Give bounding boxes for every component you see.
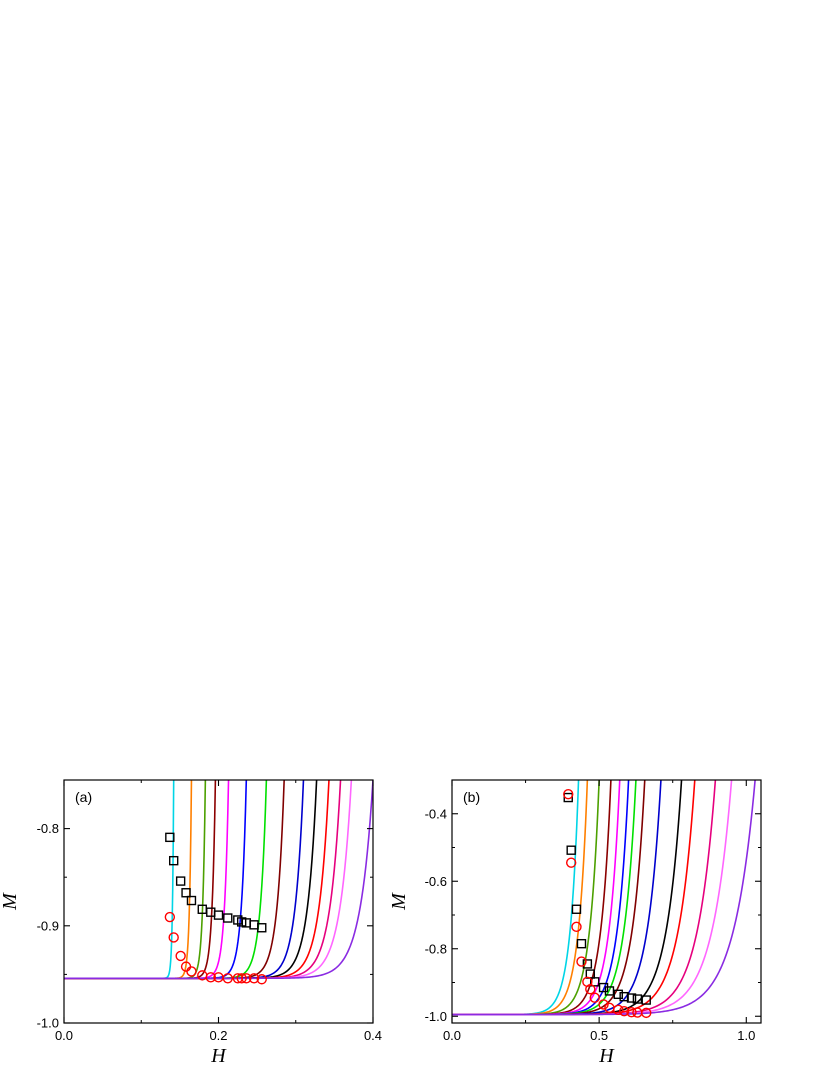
circle-marker [589,992,600,1003]
square-marker [582,959,593,969]
square-marker [626,993,637,1003]
curves [452,780,756,1016]
circle-marker [222,973,233,984]
circle-marker [164,911,176,923]
square-marker [563,792,573,803]
curve-line [452,780,662,1016]
y-tick-label: -1.0 [425,1009,447,1024]
circle-marker [186,966,197,977]
circle-marker [613,1004,624,1016]
circle-marker [205,972,216,983]
y-tick-label: -0.8 [425,941,447,956]
square-marker [249,920,259,930]
circle-marker [585,984,596,995]
circle-marker [256,974,267,985]
data-markers [164,832,267,985]
curve-line [452,780,621,1016]
y-axis-title: M [0,892,21,911]
circle-marker [236,973,247,984]
square-marker [168,855,179,866]
y-axis-title: M [388,892,410,911]
square-marker [604,986,615,996]
square-marker [186,895,197,906]
panel-label: (a) [75,789,92,805]
curve-line [64,780,248,980]
x-tick-label: 0.0 [55,1028,73,1043]
y-tick-label: -0.8 [37,821,59,836]
y-tick-label: -1.0 [37,1016,59,1031]
circle-marker [248,973,260,984]
circle-marker [563,788,574,800]
square-marker [165,832,175,843]
square-marker [181,888,191,898]
curve-line [452,780,637,1016]
y-tick-label: -0.4 [425,806,447,821]
x-tick-label: 0.0 [443,1028,461,1043]
square-marker [632,994,643,1004]
curve-line [452,780,589,1016]
curve-line [452,780,646,1016]
square-marker [613,989,623,1000]
square-marker [571,904,582,914]
x-tick-label: 0.5 [590,1028,608,1043]
x-tick-label: 0.4 [364,1028,382,1043]
curves [64,780,373,980]
curve-line [64,780,330,980]
curve-line [64,780,305,980]
square-marker [257,923,267,933]
x-axis-title: H [210,1045,227,1067]
curve-line [452,780,630,1016]
curve-line [452,780,580,1016]
circle-marker [626,1007,637,1018]
circle-marker [598,999,609,1010]
square-marker [576,938,587,949]
square-marker [641,995,651,1005]
curve-line [64,780,353,980]
x-axis-title: H [598,1045,615,1067]
curve-line [452,780,612,1016]
circle-marker [618,1005,630,1017]
panel-b: 0.0 0.5 1.0 -1.0 -0.8 -0.6 -0.4 H M (b) [388,779,762,1067]
curve-line [64,780,268,980]
square-marker [566,845,576,855]
plot-frame [451,779,762,1024]
curve-line [64,780,217,980]
circle-marker [175,950,186,962]
circle-marker [168,932,179,943]
curve-line [452,780,683,1016]
y-tick-label: -0.9 [37,918,59,933]
square-marker [213,910,224,920]
panel-a: 0.0 0.2 0.4 -1.0 -0.9 -0.8 H M (a) [0,779,382,1067]
y-tick-label: -0.6 [425,874,447,889]
circle-marker [571,921,582,933]
circle-marker [641,1007,652,1019]
x-tick-label: 0.2 [209,1028,227,1043]
square-marker [223,913,233,923]
square-marker [206,907,216,917]
x-tick-label: 1.0 [737,1028,755,1043]
square-marker [175,876,186,886]
panel-label: (b) [463,789,480,805]
circle-marker [565,857,577,868]
curve-line [64,780,373,980]
circle-marker [241,973,252,984]
square-marker [590,977,600,987]
circle-marker [576,956,587,967]
data-markers [563,788,652,1019]
curve-line [452,780,756,1016]
curve-line [64,780,175,980]
